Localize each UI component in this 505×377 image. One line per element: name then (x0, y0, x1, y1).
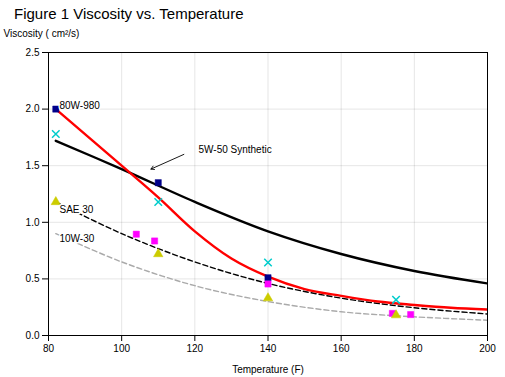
svg-text:120: 120 (186, 343, 203, 354)
svg-text:80: 80 (43, 343, 55, 354)
svg-text:160: 160 (333, 343, 350, 354)
svg-text:2.5: 2.5 (26, 47, 40, 58)
svg-text:80W-980: 80W-980 (59, 100, 100, 111)
svg-text:5W-50 Synthetic: 5W-50 Synthetic (198, 144, 271, 155)
svg-text:SAE 30: SAE 30 (59, 204, 93, 215)
svg-text:10W-30: 10W-30 (59, 233, 94, 244)
svg-text:1.5: 1.5 (26, 160, 40, 171)
svg-text:1.0: 1.0 (26, 217, 40, 228)
svg-text:200: 200 (479, 343, 496, 354)
svg-text:Temperature (F): Temperature (F) (232, 364, 304, 375)
svg-text:2.0: 2.0 (26, 103, 40, 114)
svg-text:0.5: 0.5 (26, 273, 40, 284)
html-text:Figure 1 Viscosity vs. Tempera: Figure 1 Viscosity vs. Temperature (14, 5, 244, 22)
svg-text:Viscosity ( cm²/s): Viscosity ( cm²/s) (4, 28, 80, 39)
svg-text:0.0: 0.0 (26, 330, 40, 341)
svg-text:180: 180 (406, 343, 423, 354)
svg-text:140: 140 (260, 343, 277, 354)
svg-text:100: 100 (113, 343, 130, 354)
